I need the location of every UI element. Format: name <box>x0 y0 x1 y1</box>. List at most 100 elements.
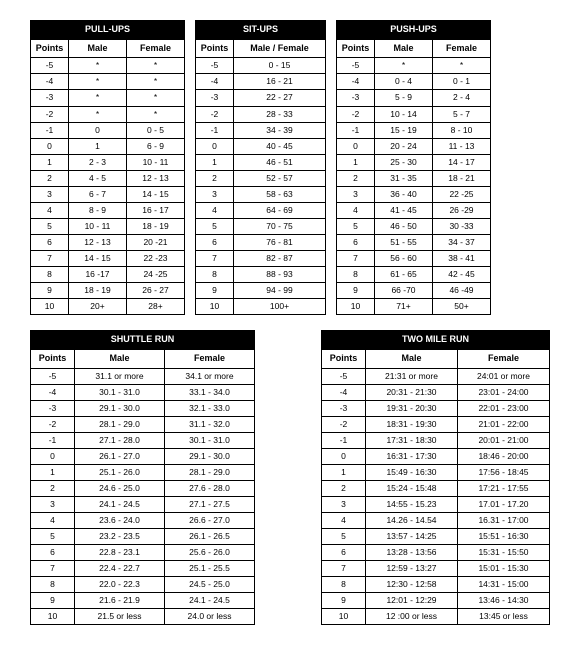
table-row: 510 - 1118 - 19 <box>31 218 185 234</box>
table-cell: 38 - 41 <box>433 250 491 266</box>
table-cell: 8 - 10 <box>433 122 491 138</box>
table-cell: 21.6 - 21.9 <box>75 593 165 609</box>
table-cell: 3 <box>31 496 75 512</box>
table-cell: 16.31 - 17:00 <box>458 512 550 528</box>
table-row: -115 - 198 - 10 <box>337 122 491 138</box>
table-cell: 12:30 - 12:58 <box>366 577 458 593</box>
table-cell: 46 -49 <box>433 283 491 299</box>
table-row: -228.1 - 29.031.1 - 32.0 <box>31 416 255 432</box>
col-header: Male <box>69 39 127 58</box>
table-cell: -4 <box>31 384 75 400</box>
table-cell: 7 <box>31 250 69 266</box>
table-row: 224.6 - 25.027.6 - 28.0 <box>31 480 255 496</box>
table-cell: 52 - 57 <box>234 170 326 186</box>
table-cell: 31.1 or more <box>75 368 165 384</box>
table-cell: 6 - 7 <box>69 186 127 202</box>
table-cell: 5 - 7 <box>433 106 491 122</box>
table-cell: 70 - 75 <box>234 218 326 234</box>
table-cell: 15:49 - 16:30 <box>366 464 458 480</box>
table-cell: 28 - 33 <box>234 106 326 122</box>
table-cell: 13:28 - 13:56 <box>366 545 458 561</box>
col-header: Points <box>322 349 366 368</box>
table-cell: 18 - 19 <box>69 283 127 299</box>
table-cell: -3 <box>196 90 234 106</box>
table-cell: -1 <box>31 122 69 138</box>
situps-table: SIT-UPS Points Male / Female -50 - 15-41… <box>195 20 326 315</box>
table-row: 912:01 - 12:2913:46 - 14:30 <box>322 593 550 609</box>
table-cell: 13:46 - 14:30 <box>458 593 550 609</box>
table-cell: 14 - 15 <box>69 250 127 266</box>
table-cell: * <box>69 58 127 74</box>
table-cell: 2 - 4 <box>433 90 491 106</box>
table-cell: -4 <box>322 384 366 400</box>
shuttle-title: SHUTTLE RUN <box>31 331 255 350</box>
table-cell: 1 <box>337 154 375 170</box>
table-cell: 32.1 - 33.0 <box>165 400 255 416</box>
table-row: -420:31 - 21:3023:01 - 24:00 <box>322 384 550 400</box>
pullups-title: PULL-UPS <box>31 21 185 40</box>
table-cell: 100+ <box>234 299 326 315</box>
table-row: 040 - 45 <box>196 138 326 154</box>
table-row: 816 -1724 -25 <box>31 266 185 282</box>
table-row: -5** <box>337 58 491 74</box>
table-cell: 6 <box>31 234 69 250</box>
shuttle-table: SHUTTLE RUN Points Male Female -531.1 or… <box>30 330 255 625</box>
table-cell: 61 - 65 <box>375 266 433 282</box>
pullups-body: -5**-4**-3**-2**-100 - 5016 - 912 - 310 … <box>31 58 185 315</box>
table-cell: 27.1 - 27.5 <box>165 496 255 512</box>
table-cell: 7 <box>31 561 75 577</box>
table-cell: 16 -17 <box>69 266 127 282</box>
table-cell: 31.1 - 32.0 <box>165 416 255 432</box>
table-cell: 22 - 27 <box>234 90 326 106</box>
table-cell: -4 <box>31 74 69 90</box>
table-cell: 22.8 - 23.1 <box>75 545 165 561</box>
table-cell: * <box>375 58 433 74</box>
table-cell: 12:01 - 12:29 <box>366 593 458 609</box>
table-cell: 5 <box>31 218 69 234</box>
table-row: 020 - 2411 - 13 <box>337 138 491 154</box>
table-cell: -2 <box>196 106 234 122</box>
table-cell: 64 - 69 <box>234 202 326 218</box>
table-cell: -2 <box>31 106 69 122</box>
table-cell: -5 <box>31 58 69 74</box>
table-row: 861 - 6542 - 45 <box>337 266 491 282</box>
table-row: 570 - 75 <box>196 218 326 234</box>
table-cell: 29.1 - 30.0 <box>75 400 165 416</box>
table-row: -100 - 5 <box>31 122 185 138</box>
table-row: 1012 :00 or less13:45 or less <box>322 609 550 625</box>
table-cell: 5 <box>337 218 375 234</box>
table-row: 336 - 4022 -25 <box>337 186 491 202</box>
table-cell: 9 <box>31 593 75 609</box>
table-cell: 8 <box>337 266 375 282</box>
table-cell: 4 - 5 <box>69 170 127 186</box>
table-cell: 88 - 93 <box>234 266 326 282</box>
table-cell: 0 <box>337 138 375 154</box>
table-cell: 46 - 50 <box>375 218 433 234</box>
table-cell: 40 - 45 <box>234 138 326 154</box>
table-cell: 11 - 13 <box>433 138 491 154</box>
table-cell: 24.1 - 24.5 <box>75 496 165 512</box>
table-row: 441 - 4526 -29 <box>337 202 491 218</box>
table-cell: 2 <box>31 480 75 496</box>
table-row: 523.2 - 23.526.1 - 26.5 <box>31 528 255 544</box>
table-cell: 0 <box>31 138 69 154</box>
table-cell: 6 <box>31 545 75 561</box>
col-header: Male / Female <box>234 39 326 58</box>
table-cell: 24:01 or more <box>458 368 550 384</box>
top-row: PULL-UPS Points Male Female -5**-4**-3**… <box>30 20 550 315</box>
table-cell: 22.4 - 22.7 <box>75 561 165 577</box>
table-cell: 58 - 63 <box>234 186 326 202</box>
table-row: 358 - 63 <box>196 186 326 202</box>
pushups-title: PUSH-UPS <box>337 21 491 40</box>
table-cell: 2 <box>337 170 375 186</box>
table-cell: 33.1 - 34.0 <box>165 384 255 400</box>
situps-title: SIT-UPS <box>196 21 326 40</box>
table-row: 48 - 916 - 17 <box>31 202 185 218</box>
table-cell: 26 - 27 <box>127 283 185 299</box>
table-cell: 94 - 99 <box>234 283 326 299</box>
table-cell: 16:31 - 17:30 <box>366 448 458 464</box>
table-cell: 24.1 - 24.5 <box>165 593 255 609</box>
table-row: 966 -7046 -49 <box>337 283 491 299</box>
table-row: 125.1 - 26.028.1 - 29.0 <box>31 464 255 480</box>
table-cell: 28.1 - 29.0 <box>165 464 255 480</box>
